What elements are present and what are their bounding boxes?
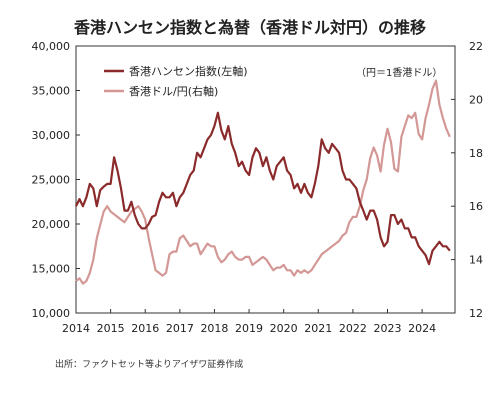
left-axis-ticks: 10,000 15,000 20,000 25,000 30,000 35,000 40,0… — [32, 40, 80, 320]
legend-label-hkdjpy: 香港ドル/円(右軸) — [129, 84, 218, 98]
x-tick-label: 2015 — [97, 322, 125, 335]
left-tick-label: 30,000 — [32, 129, 71, 142]
left-tick-label: 40,000 — [32, 40, 71, 53]
left-tick-label: 35,000 — [32, 85, 71, 98]
x-tick-label: 2021 — [304, 322, 332, 335]
right-axis-ticks: 12 14 16 18 20 22 — [451, 40, 483, 320]
x-tick-label: 2024 — [408, 322, 436, 335]
right-tick-label: 16 — [469, 200, 483, 213]
right-tick-label: 14 — [469, 254, 483, 267]
left-tick-label: 10,000 — [32, 307, 71, 320]
x-axis-ticks: 2014 2015 2016 2017 2018 2019 2020 2021 2022 2023… — [62, 309, 436, 335]
chart-title: 香港ハンセン指数と為替（香港ドル対円）の推移 — [73, 18, 426, 37]
x-tick-label: 2018 — [200, 322, 228, 335]
series-line-hkdjpy — [75, 79, 451, 285]
series-line-hsi — [75, 111, 451, 266]
x-tick-label: 2019 — [235, 322, 263, 335]
legend: 香港ハンセン指数(左軸) 香港ドル/円(右軸) — [104, 64, 248, 98]
x-tick-label: 2023 — [374, 322, 402, 335]
left-tick-label: 15,000 — [32, 263, 71, 276]
right-tick-label: 18 — [469, 147, 483, 160]
x-tick-label: 2014 — [62, 322, 90, 335]
x-tick-label: 2022 — [339, 322, 367, 335]
x-tick-label: 2016 — [131, 322, 159, 335]
right-tick-label: 20 — [469, 93, 483, 106]
right-tick-label: 22 — [469, 40, 483, 53]
unit-note: （円＝1香港ドル） — [356, 68, 443, 79]
right-tick-label: 12 — [469, 307, 483, 320]
left-tick-label: 25,000 — [32, 174, 71, 187]
legend-label-hsi: 香港ハンセン指数(左軸) — [129, 64, 248, 78]
x-tick-label: 2017 — [166, 322, 194, 335]
x-tick-label: 2020 — [270, 322, 298, 335]
left-tick-label: 20,000 — [32, 218, 71, 231]
series-lines — [75, 79, 451, 285]
source-note: 出所：ファクトセット等よりアイザワ証券作成 — [55, 360, 244, 370]
